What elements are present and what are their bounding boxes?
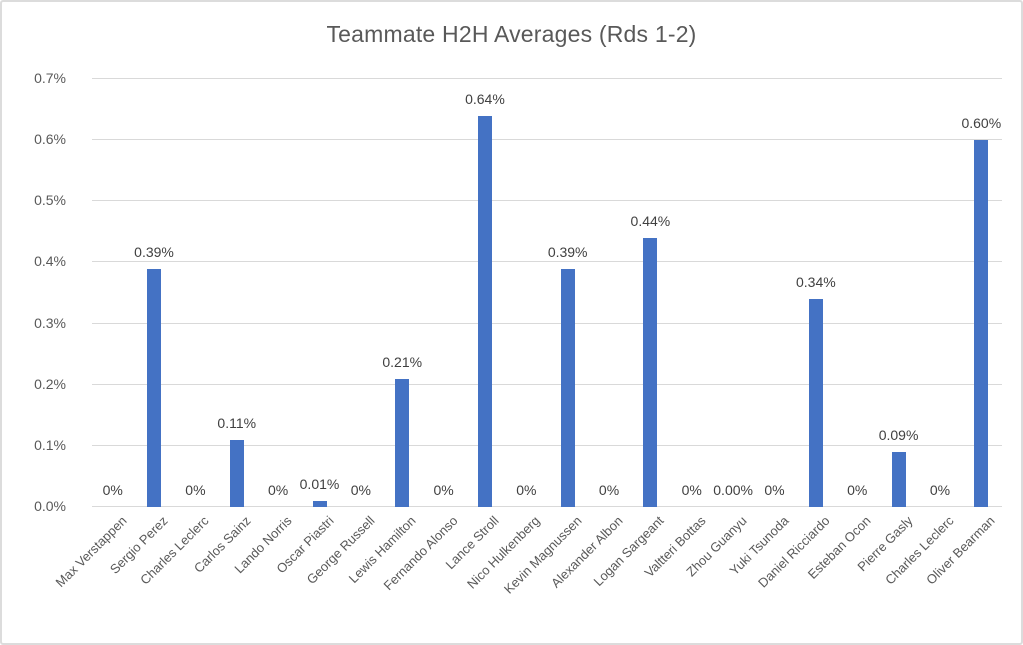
bar [560, 268, 575, 507]
y-axis: 0.0% 0.1% 0.2% 0.3% 0.4% 0.5% 0.6% 0.7% [2, 2, 92, 645]
bar [312, 500, 327, 507]
gridline [92, 322, 1002, 324]
data-label: 0.39% [134, 243, 174, 260]
gridline [92, 139, 1002, 141]
y-tick-label: 0.4% [34, 253, 66, 270]
y-tick-label: 0.1% [34, 436, 66, 453]
data-label: 0.00% [713, 482, 753, 498]
bar [808, 299, 823, 507]
data-label: 0% [681, 482, 702, 498]
bar [147, 268, 162, 507]
y-tick-label: 0.6% [34, 131, 66, 148]
data-label: 0.39% [547, 243, 588, 260]
gridline [92, 200, 1002, 202]
bar [477, 115, 492, 507]
bar [229, 439, 244, 507]
bar [643, 237, 658, 507]
data-label: 0.44% [630, 212, 671, 229]
x-axis: Max Verstappen Sergio Perez Charles Lecler… [2, 513, 1023, 645]
data-label: 0% [185, 482, 206, 498]
y-tick-label: 0.2% [34, 375, 66, 392]
data-label: 0.09% [878, 426, 919, 443]
data-label: 0.60% [961, 115, 1002, 132]
gridline [92, 506, 1002, 507]
plot-area: 0% 0.39% 0% 0.11% 0% 0.01% 0% 0.21% 0% 0.64% 0% 0.3… [92, 78, 1002, 507]
y-tick-label: 0.3% [34, 314, 66, 331]
bar [891, 451, 906, 507]
y-tick-label: 0.0% [34, 498, 66, 514]
chart-title: Teammate H2H Averages (Rds 1-2) [326, 21, 697, 47]
data-label: 0% [350, 482, 371, 498]
data-label: 0.11% [217, 414, 257, 431]
data-label: 0% [268, 482, 289, 498]
gridline [92, 261, 1002, 263]
data-label: 0% [598, 482, 620, 498]
gridline [92, 78, 1002, 79]
data-label: 0.21% [382, 353, 423, 370]
data-label: 0% [433, 482, 454, 498]
data-label: 0% [102, 482, 123, 498]
data-label: 0.34% [796, 274, 836, 291]
gridline [92, 444, 1002, 446]
data-label: 0.01% [299, 475, 340, 492]
data-label: 0.64% [465, 90, 505, 107]
data-label: 0% [847, 482, 868, 498]
data-label: 0% [516, 482, 537, 498]
bar [395, 378, 410, 507]
bar [974, 140, 989, 507]
gridline [92, 383, 1002, 385]
y-tick-label: 0.7% [34, 70, 66, 86]
y-tick-label: 0.5% [34, 192, 66, 209]
data-label: 0% [764, 482, 785, 498]
data-label: 0% [929, 482, 951, 498]
